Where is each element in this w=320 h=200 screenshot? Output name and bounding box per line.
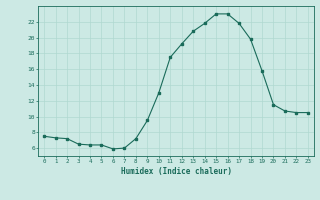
X-axis label: Humidex (Indice chaleur): Humidex (Indice chaleur) — [121, 167, 231, 176]
